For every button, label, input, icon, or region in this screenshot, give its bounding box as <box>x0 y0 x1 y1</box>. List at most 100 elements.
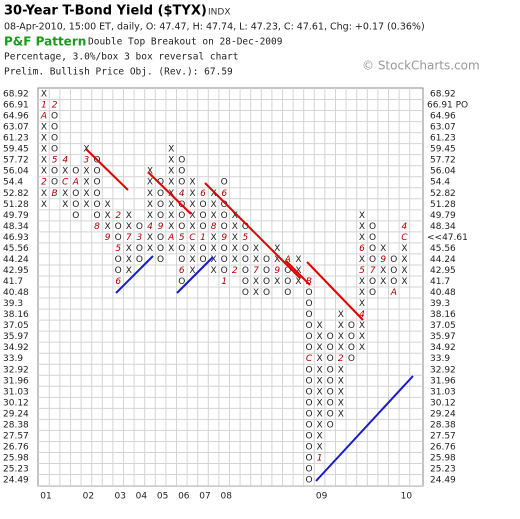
month-marker: A <box>167 233 174 243</box>
box: O <box>178 277 185 287</box>
box: X <box>359 288 365 298</box>
y-tick-label: 28.38 <box>3 420 29 430</box>
month-marker: 4 <box>359 310 365 320</box>
box: O <box>72 167 79 177</box>
y-tick-label: 34.92 <box>430 343 456 353</box>
box: X <box>317 431 323 441</box>
y-tick-label: 64.96 <box>430 112 456 122</box>
box: O <box>305 431 312 441</box>
y-tick-label: 54.4 <box>3 178 23 188</box>
box: O <box>284 288 291 298</box>
y-tick-label: 33.9 <box>3 354 23 364</box>
y-tick-label: 37.05 <box>3 321 29 331</box>
box: X <box>359 332 365 342</box>
box: X <box>105 200 111 210</box>
box: X <box>338 365 344 375</box>
box: X <box>211 266 217 276</box>
support-line <box>315 375 414 482</box>
y-tick-label: 56.04 <box>3 167 29 177</box>
box: O <box>93 178 100 188</box>
box: X <box>189 266 195 276</box>
month-marker: 4 <box>402 222 408 232</box>
box: X <box>317 321 323 331</box>
y-tick-label: 66.91 <box>3 101 29 111</box>
resistance-line <box>306 261 364 321</box>
box: X <box>41 123 47 133</box>
box: O <box>178 244 185 254</box>
month-marker: 1 <box>317 453 323 463</box>
box: X <box>338 376 344 386</box>
box: X <box>317 409 323 419</box>
resistance-line <box>285 260 311 286</box>
box: X <box>126 255 132 265</box>
box: X <box>253 277 259 287</box>
y-tick-label: 39.3 <box>430 299 450 309</box>
box: O <box>136 222 143 232</box>
box: O <box>305 420 312 430</box>
box: X <box>147 200 153 210</box>
price-objective-label: 66.91 PO <box>427 101 468 111</box>
box: O <box>72 200 79 210</box>
box: O <box>136 244 143 254</box>
y-tick-label: 54.4 <box>430 178 450 188</box>
column: XXXXXXXXAX <box>167 145 174 254</box>
box: O <box>93 211 100 221</box>
month-marker: 6 <box>179 266 185 276</box>
box: X <box>211 244 217 254</box>
y-tick-label: 48.34 <box>3 222 29 232</box>
box: O <box>51 112 58 122</box>
box: O <box>327 376 334 386</box>
box: X <box>317 354 323 364</box>
box: X <box>317 442 323 452</box>
box: O <box>51 134 58 144</box>
box: X <box>317 343 323 353</box>
box: O <box>348 343 355 353</box>
y-tick-label: 63.07 <box>430 123 456 133</box>
box: O <box>305 365 312 375</box>
x-tick-label: 04 <box>136 492 148 502</box>
y-tick-label: 51.28 <box>3 200 29 210</box>
box: X <box>168 167 174 177</box>
box: O <box>178 178 185 188</box>
box: X <box>105 211 111 221</box>
box: O <box>221 222 228 232</box>
objective: Prelim. Bullish Price Obj. (Rev.): 67.59 <box>4 67 233 78</box>
box: X <box>359 277 365 287</box>
box: O <box>157 200 164 210</box>
y-tick-label: 29.24 <box>3 409 29 419</box>
month-marker: 9 <box>158 222 164 232</box>
box: X <box>189 255 195 265</box>
box: X <box>338 332 344 342</box>
month-marker: 6 <box>221 189 227 199</box>
plot: X1AXXXXX2XX2OOOO5OOB4XCXXOAOOOX3XXXXOOOO… <box>40 90 408 486</box>
month-marker: 7 <box>126 233 132 243</box>
box: O <box>305 387 312 397</box>
box: X <box>41 156 47 166</box>
box: X <box>232 233 238 243</box>
box: O <box>327 332 334 342</box>
box: X <box>338 409 344 419</box>
month-marker: 5 <box>179 233 185 243</box>
y-tick-label: 27.57 <box>3 431 29 441</box>
box: O <box>305 299 312 309</box>
box: X <box>126 244 132 254</box>
box: O <box>115 255 122 265</box>
y-tick-label: 30.12 <box>3 398 29 408</box>
month-marker: 3 <box>84 156 90 166</box>
box: X <box>83 189 89 199</box>
month-marker: 2 <box>232 266 238 276</box>
box: O <box>178 211 185 221</box>
month-marker: 2 <box>52 101 58 111</box>
box: X <box>41 145 47 155</box>
box: X <box>211 255 217 265</box>
box: X <box>168 211 174 221</box>
month-marker: B <box>52 189 58 199</box>
y-tick-label: 48.34 <box>430 222 456 232</box>
